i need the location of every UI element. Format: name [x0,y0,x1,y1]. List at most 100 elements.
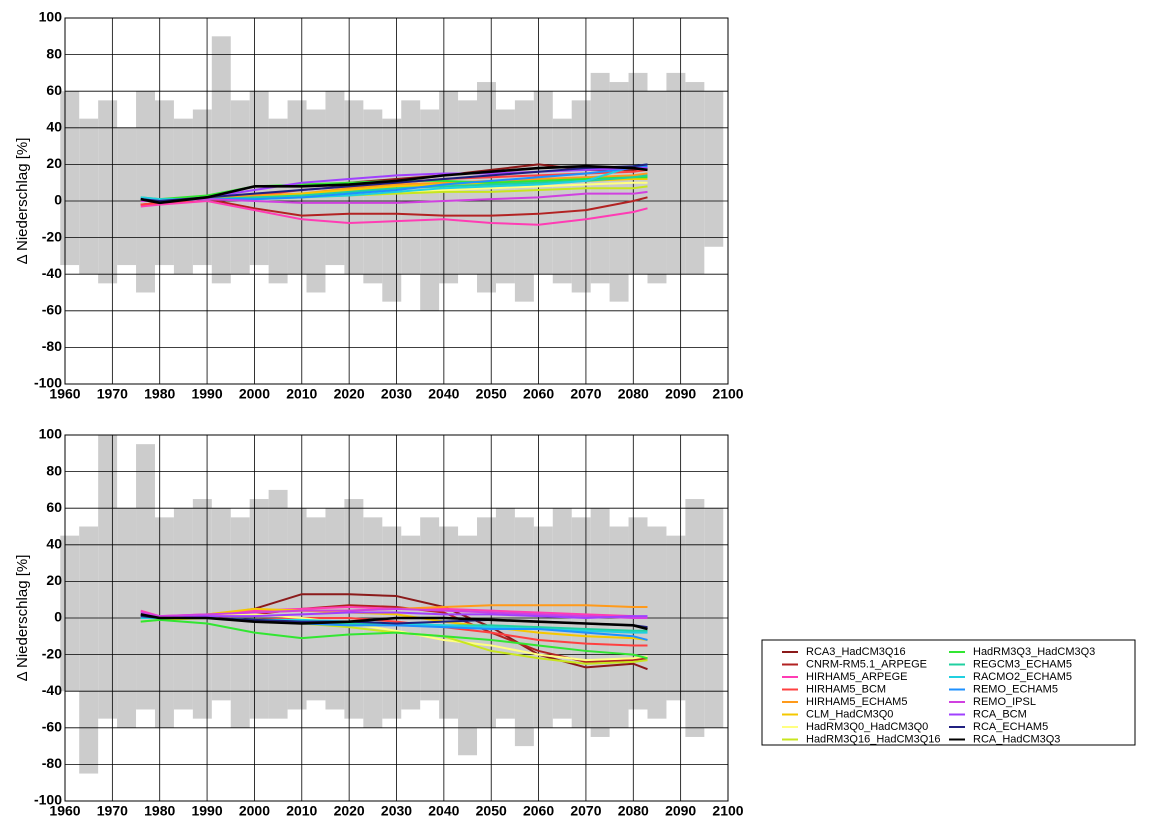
series-line [140,618,648,660]
y-tick-label: 80 [46,45,62,61]
x-tick-label: 2070 [570,386,601,402]
legend-label: RCA_HadCM3Q3 [973,733,1060,745]
x-tick-label: 1970 [97,386,128,402]
x-tick-label: 2050 [476,803,507,819]
x-tick-label: 2060 [523,386,554,402]
y-tick-label: 20 [46,155,62,171]
y-tick-label: 80 [46,462,62,478]
x-tick-label: 2070 [570,803,601,819]
x-tick-label: 2040 [428,803,459,819]
y-tick-label: -60 [42,719,62,735]
x-tick-label: 2000 [239,803,270,819]
spread-band [136,444,155,710]
spread-band [666,72,686,275]
x-tick-label: 2020 [334,386,365,402]
x-tick-label: 2100 [712,386,743,402]
spread-band [590,508,610,737]
legend-label: HadRM3Q16_HadCM3Q16 [806,733,941,745]
legend-label: RCA_ECHAM5 [973,721,1048,733]
x-tick-label: 2050 [476,386,507,402]
legend-label: REMO_IPSL [973,696,1036,708]
x-tick-label: 2100 [712,803,743,819]
y-axis-label: Δ Niederschlag [%] [14,138,31,265]
spread-band [628,517,648,710]
spread-band [154,517,174,728]
series-line [140,200,648,226]
plot-frame [64,17,729,385]
spread-band [325,508,345,710]
spread-band [325,91,345,266]
legend-box [761,639,1136,746]
spread-band [60,535,80,692]
spread-band [79,526,99,774]
y-tick-label: 100 [39,426,63,442]
spread-band [117,127,137,266]
y-axis-label: Δ Niederschlag [%] [14,555,31,682]
y-tick-label: -100 [34,375,62,391]
x-tick-label: 2010 [286,386,317,402]
x-tick-label: 2010 [286,803,317,819]
y-tick-label: 0 [54,609,62,625]
y-tick-label: 20 [46,572,62,588]
legend-label: HIRHAM5_ARPEGE [806,671,907,683]
spread-band [458,535,478,756]
spread-band [704,91,724,247]
spread-band [211,508,231,701]
spread-band [230,517,250,728]
x-tick-label: 2020 [334,803,365,819]
x-tick-label: 2030 [381,803,412,819]
y-tick-label: 40 [46,536,62,552]
x-tick-label: 1960 [49,803,80,819]
x-tick-label: 2090 [665,386,696,402]
spread-band [79,118,99,275]
spread-band [211,36,231,284]
x-tick-label: 1990 [191,386,222,402]
x-tick-label: 2040 [428,386,459,402]
legend-label: RACMO2_ECHAM5 [973,671,1072,683]
series-line [140,190,648,204]
spread-band [173,508,193,710]
spread-band [609,82,629,302]
legend-label: CLM_HadCM3Q0 [806,708,893,720]
y-tick-label: -80 [42,338,62,354]
spread-band [647,91,667,284]
legend-label: RCA3_HadCM3Q16 [806,646,906,658]
series-line [140,613,648,631]
y-tick-label: -20 [42,645,62,661]
y-tick-label: 60 [46,82,62,98]
plot-frame [64,434,729,802]
spread-band [136,91,155,293]
spread-band [420,109,440,311]
spread-band [268,489,288,719]
y-tick-label: 60 [46,499,62,515]
x-tick-label: 1990 [191,803,222,819]
spread-band [60,91,80,266]
spread-band [344,499,364,719]
y-tick-label: -20 [42,228,62,244]
spread-band [230,100,250,275]
x-tick-label: 1960 [49,386,80,402]
legend-label: REGCM3_ECHAM5 [973,658,1072,670]
series-line [140,607,648,619]
x-tick-label: 1970 [97,803,128,819]
legend-label: CNRM-RM5.1_ARPEGE [806,658,927,670]
spread-band [609,526,629,728]
legend-label: REMO_ECHAM5 [973,683,1058,695]
x-tick-label: 2090 [665,803,696,819]
spread-band [363,109,383,284]
legend-label: HIRHAM5_ECHAM5 [806,696,907,708]
spread-band [192,109,212,266]
y-tick-label: -40 [42,265,62,281]
spread-band [154,100,174,266]
legend-label: HadRM3Q3_HadCM3Q3 [973,646,1095,658]
legend-label: RCA_BCM [973,708,1027,720]
legend-label: HadRM3Q0_HadCM3Q0 [806,721,928,733]
series-line [140,164,648,205]
x-tick-label: 1980 [144,803,175,819]
spread-band [192,499,212,719]
spread-band [98,435,118,719]
x-tick-label: 2080 [618,386,649,402]
y-tick-label: -80 [42,755,62,771]
